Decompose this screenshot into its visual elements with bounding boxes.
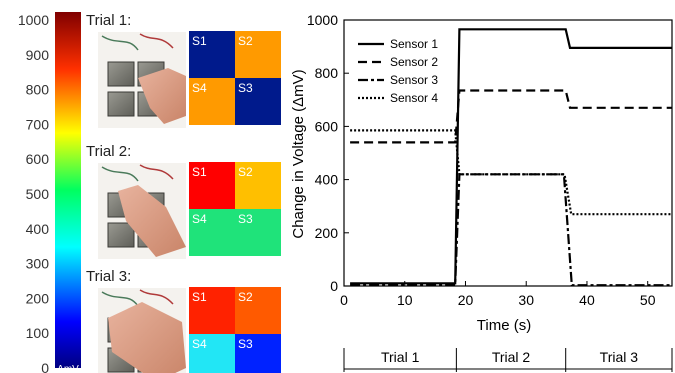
colorbar-unit-label: ΔmV [57, 364, 79, 373]
sensor-cell-label: S2 [238, 165, 253, 179]
sensor-cell-label: S3 [238, 212, 253, 226]
chart-series [350, 28, 672, 287]
x-axis-label: Time (s) [477, 317, 531, 334]
trial-photo [98, 32, 186, 128]
sensor-cell [235, 209, 281, 256]
series-line-4 [350, 129, 672, 216]
trial-label: Trial 1: [86, 12, 131, 29]
colorbar-gradient [55, 12, 81, 368]
series-line-1 [350, 28, 672, 285]
trial-panel: Trial 1: S1 S2 S4 S3 [86, 12, 281, 128]
sensor-cell [189, 31, 235, 78]
phase-label: Trial 3 [600, 349, 639, 365]
colorbar-tick-label: 0 [41, 360, 49, 373]
sensor-cell-label: S1 [192, 165, 207, 179]
sensor-cell-label: S4 [192, 212, 207, 226]
legend-label: Sensor 3 [390, 73, 438, 87]
series-line-3 [350, 173, 672, 287]
y-tick-label: 400 [315, 172, 339, 188]
x-tick-label: 0 [340, 292, 348, 308]
sensor-cell [189, 287, 235, 334]
sensor-cell-label: S1 [192, 34, 207, 48]
colorbar-tick-label: 400 [26, 221, 50, 237]
sensor-cell [235, 31, 281, 78]
phase-label: Trial 1 [381, 349, 420, 365]
sensor-cell-label: S3 [238, 337, 253, 351]
hand-icon [108, 302, 186, 373]
trial-panel: Trial 2: S1 S2 S4 S3 [86, 143, 281, 259]
legend-label: Sensor 1 [390, 37, 438, 51]
x-tick-label: 10 [397, 292, 413, 308]
x-tick-label: 20 [458, 292, 474, 308]
sensor-cell-label: S3 [238, 81, 253, 95]
trial-photo [98, 163, 186, 259]
sensor-cell [235, 162, 281, 209]
trial-label: Trial 3: [86, 268, 131, 285]
colorbar-tick-label: 800 [26, 82, 50, 98]
hand-icon [138, 68, 186, 124]
hand-icon [118, 185, 186, 257]
sensor-cell [189, 334, 235, 373]
sensor-cell [235, 287, 281, 334]
trial-label: Trial 2: [86, 143, 131, 160]
colorbar-tick-label: 700 [26, 116, 50, 132]
colorbar-tick-label: 600 [26, 151, 50, 167]
y-tick-label: 800 [315, 65, 339, 81]
sensor-cell-label: S2 [238, 290, 253, 304]
y-axis-label: Change in Voltage (ΔmV) [290, 69, 307, 238]
sensor-cell [189, 162, 235, 209]
chart-legend: Sensor 1 Sensor 2 Sensor 3 Sensor 4 [358, 37, 438, 105]
colorbar-tick-label: 500 [26, 186, 50, 202]
x-tick-label: 40 [579, 292, 595, 308]
colorbar-tick-label: 1000 [18, 12, 49, 28]
y-tick-label: 600 [315, 118, 339, 134]
colorbar-tick-label: 200 [26, 290, 50, 306]
y-tick-label: 0 [330, 278, 338, 294]
sensor-cell-label: S2 [238, 34, 253, 48]
colorbar-tick-label: 300 [26, 256, 50, 272]
colorbar-tick-label: 900 [26, 47, 50, 63]
legend-label: Sensor 2 [390, 55, 438, 69]
trial-phase-bar: Trial 1 Trial 2 Trial 3 [343, 348, 673, 372]
x-tick-label: 50 [640, 292, 656, 308]
trial-photo [98, 288, 186, 373]
sensor-cell [235, 334, 281, 373]
phase-label: Trial 2 [492, 349, 531, 365]
trial-panel: Trial 3: S1 S2 S4 S3 [86, 268, 281, 373]
sensor-cell [235, 78, 281, 125]
sensor-cell-label: S4 [192, 81, 207, 95]
y-tick-label: 1000 [307, 12, 338, 28]
series-line-2 [350, 89, 672, 144]
legend-label: Sensor 4 [390, 91, 438, 105]
x-tick-label: 30 [518, 292, 534, 308]
plot-frame [343, 19, 673, 287]
sensor-cell-label: S1 [192, 290, 207, 304]
sensor-cell-label: S4 [192, 337, 207, 351]
sensor-cell [189, 209, 235, 256]
colorbar-tick-label: 100 [26, 325, 50, 341]
sensor-cell [189, 78, 235, 125]
y-tick-label: 200 [315, 225, 339, 241]
chart-axes: 0 200 400 600 800 1000 0 10 20 30 40 50 [307, 12, 673, 308]
